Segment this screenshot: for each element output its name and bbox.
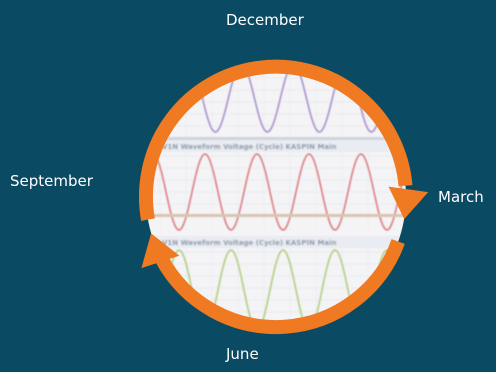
label-june: June bbox=[226, 345, 259, 363]
panel-title-bar bbox=[146, 140, 406, 152]
cycle-arrowhead bbox=[141, 233, 180, 269]
panel-title-bar bbox=[146, 236, 406, 248]
label-march: March bbox=[438, 188, 484, 206]
waveform-panel: V1N Waveform Voltage (Cycle) KASPIN Main bbox=[146, 236, 406, 327]
cycle-arc bbox=[139, 59, 413, 221]
panel-title: V1N Waveform Voltage (Cycle) KASPIN Main bbox=[162, 239, 336, 247]
panel-separator bbox=[146, 214, 406, 217]
waveform-panel: V1N Waveform Voltage (Cycle) KASPIN Main bbox=[146, 140, 406, 231]
cycle-ring bbox=[139, 59, 429, 335]
cycle-arrowhead bbox=[388, 186, 429, 220]
panel-title: V1N Waveform Voltage (Cycle) KASPIN Main bbox=[162, 143, 336, 151]
waveform-line bbox=[146, 153, 406, 231]
label-december: December bbox=[226, 11, 304, 29]
label-september: September bbox=[10, 172, 93, 190]
panel-separator bbox=[146, 137, 406, 140]
cycle-arc bbox=[155, 239, 405, 335]
